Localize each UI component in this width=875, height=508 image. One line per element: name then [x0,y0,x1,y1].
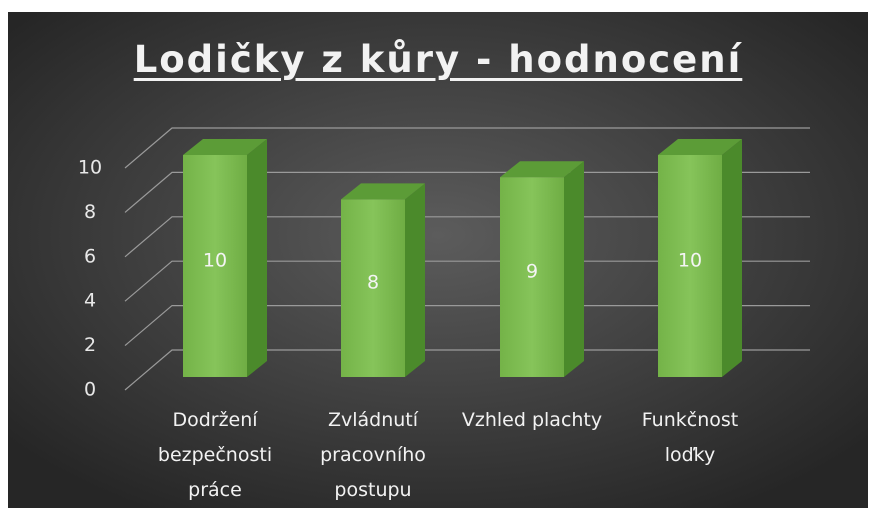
grid-line [124,171,810,213]
y-tick-label: 10 [78,157,102,179]
bar [341,199,405,377]
x-tick-label: Funkčnost loďky [641,409,739,466]
data-label: 10 [203,250,227,272]
bar-top [183,139,267,155]
bar-top [500,161,584,178]
x-tick-label: Zvládnutí pracovního postupu [320,409,426,501]
bar [183,155,247,377]
x-tick-label: Vzhled plachty [461,409,603,431]
bar-side [722,139,742,377]
bar-top [341,183,425,200]
grid-line [124,305,810,347]
data-label: 8 [367,272,379,294]
bar [658,155,722,377]
data-label: 10 [678,250,702,272]
y-tick-label: 2 [84,334,96,356]
bar [500,177,564,377]
y-tick-label: 8 [84,201,96,223]
bar-side [247,139,267,377]
x-tick-label: Dodržení bezpečnosti práce [157,409,273,501]
grid-line [124,127,810,169]
y-tick-label: 4 [84,290,96,312]
chart-title: Lodičky z kůry - hodnocení [133,38,743,81]
bar-side [405,183,425,377]
y-tick-label: 0 [84,379,96,401]
grid-line [124,260,810,302]
y-tick-label: 6 [84,245,96,267]
bar-top [658,139,742,155]
grid-line [124,216,810,258]
data-label: 9 [526,261,538,283]
grid-line [124,349,810,391]
bar-side [564,161,584,377]
